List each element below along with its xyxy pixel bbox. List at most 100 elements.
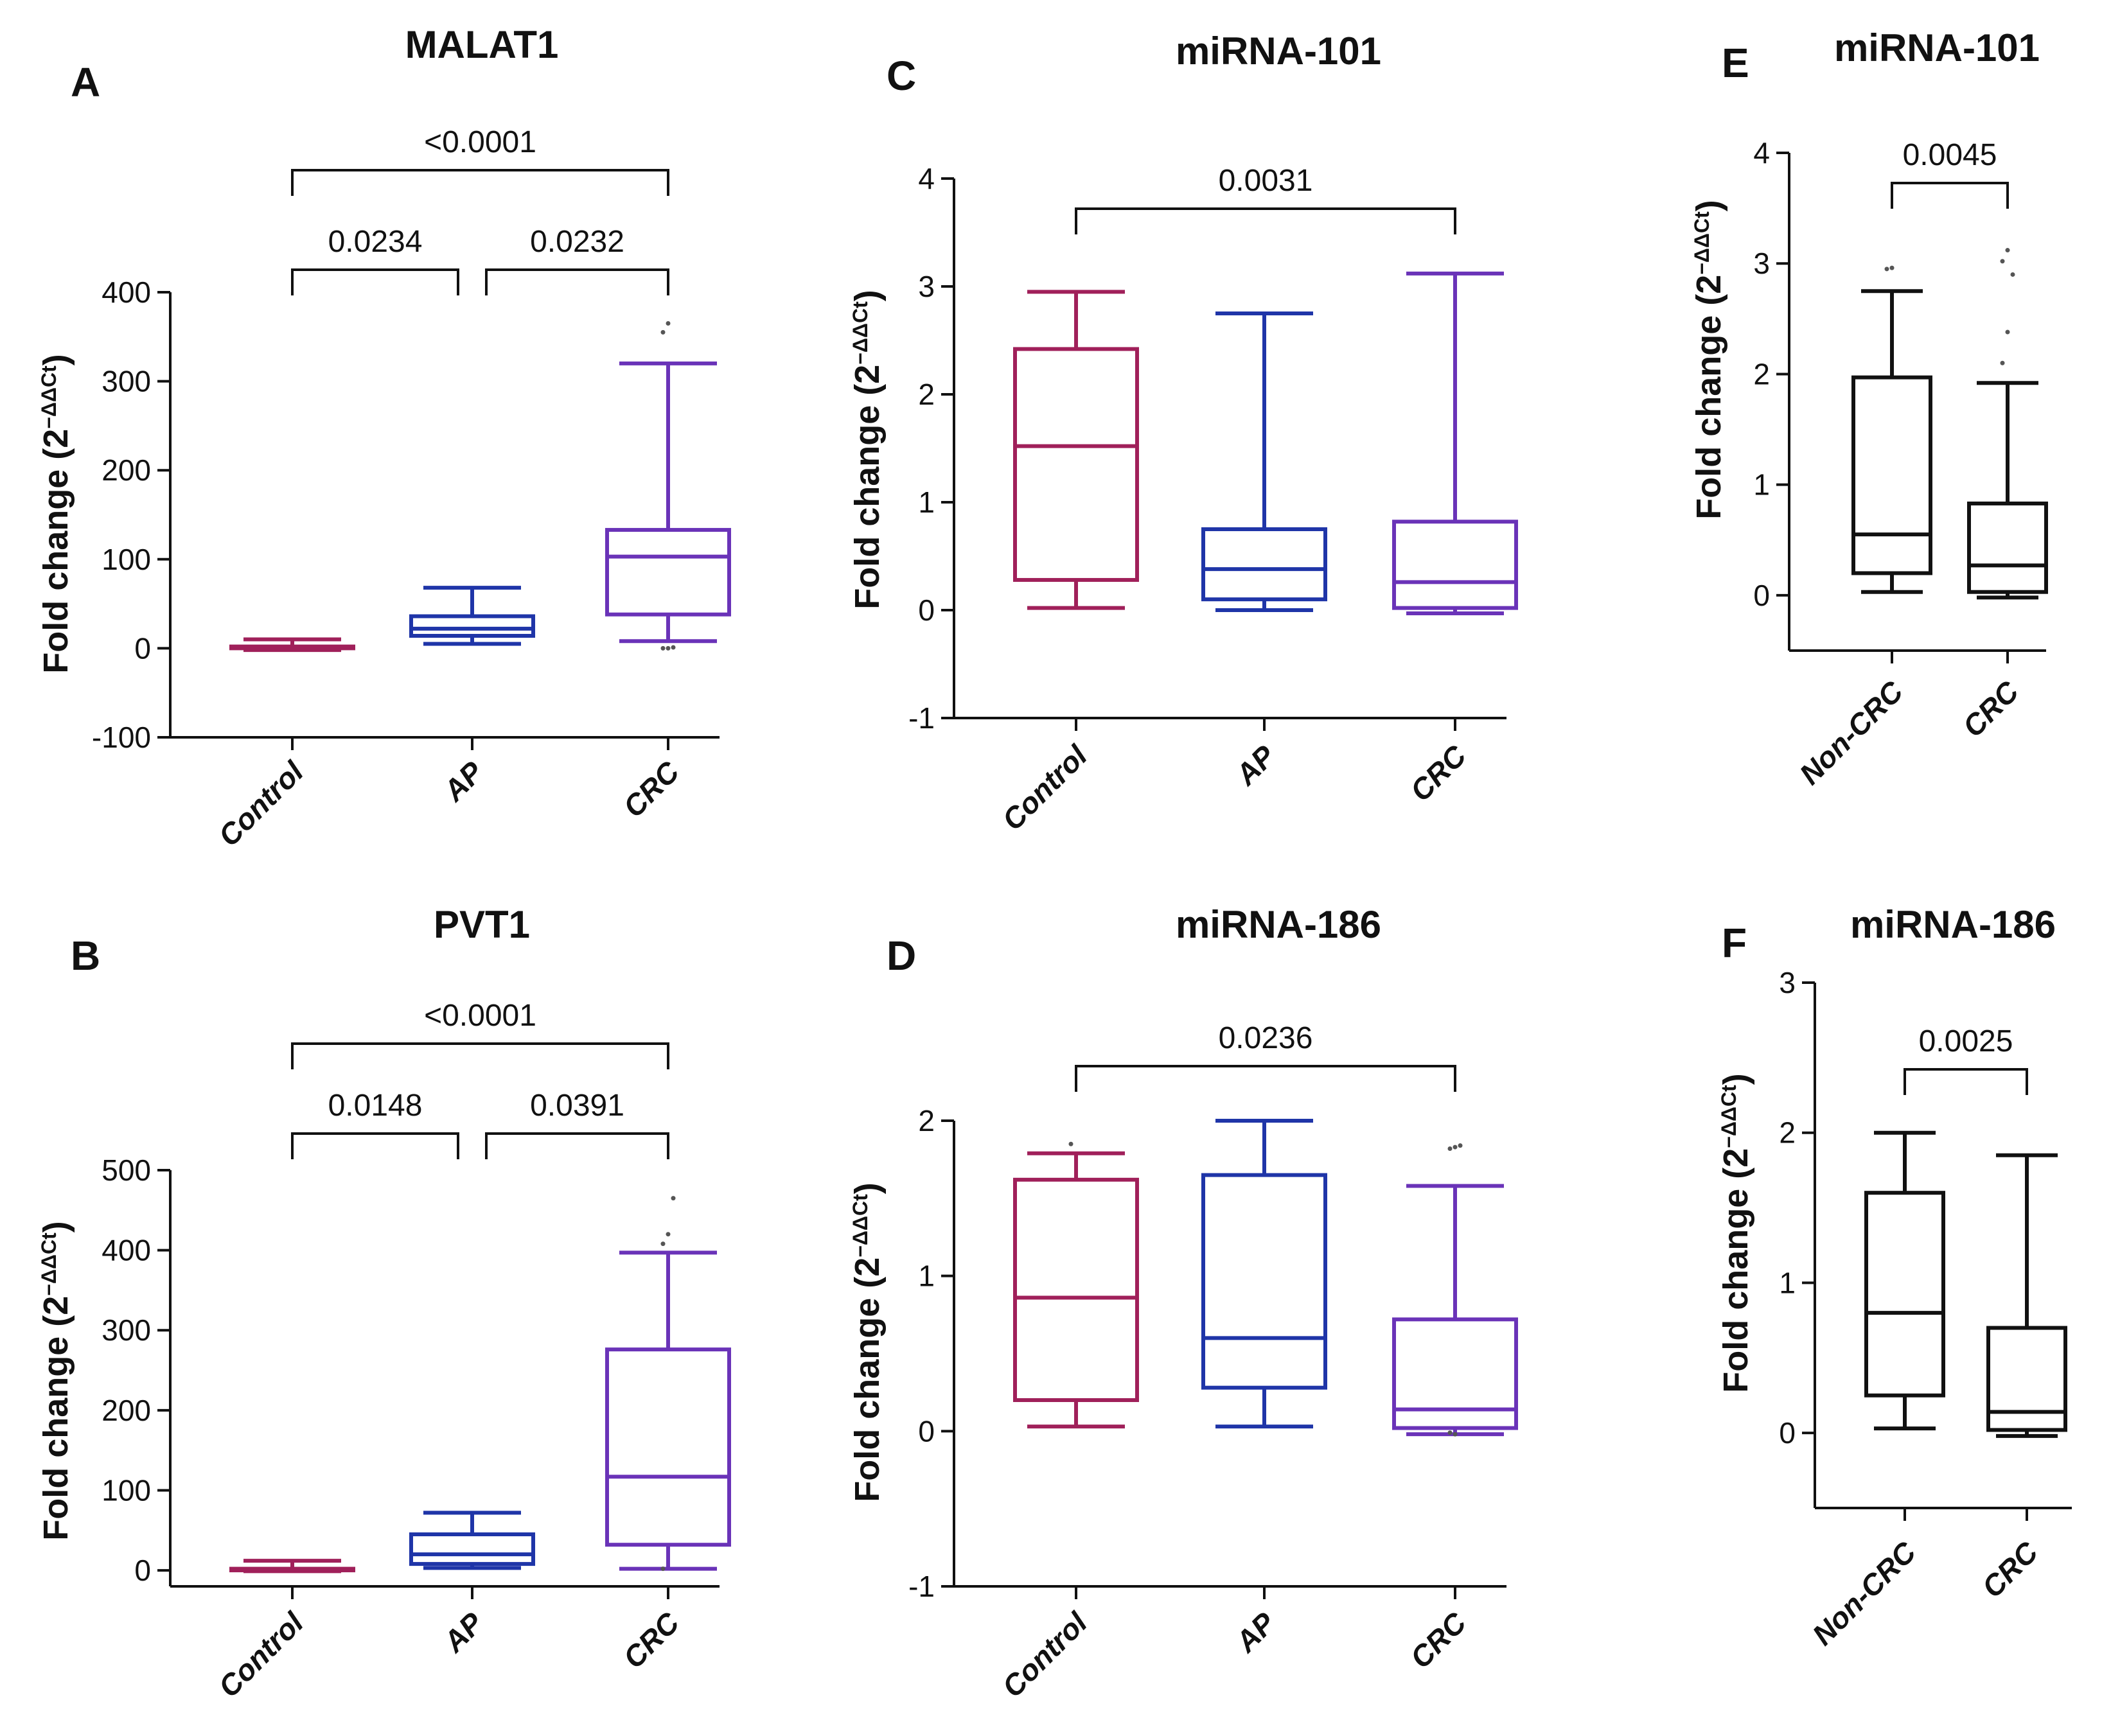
y-tick-label: 2 bbox=[1753, 357, 1770, 390]
panel-letter: B bbox=[71, 933, 100, 979]
y-axis-title-superscript: −ΔΔCt bbox=[849, 301, 872, 365]
box-group-ap bbox=[409, 1511, 535, 1570]
chart-title: PVT1 bbox=[434, 903, 530, 946]
outlier-point bbox=[660, 1566, 666, 1572]
y-tick-label: 3 bbox=[918, 270, 935, 303]
y-axis-title-main: Fold change (2 bbox=[848, 365, 887, 609]
outlier-point bbox=[671, 645, 676, 650]
y-tick-label: 300 bbox=[102, 365, 151, 398]
y-tick-label: 0 bbox=[134, 1554, 151, 1587]
outlier-point bbox=[2005, 248, 2010, 253]
outlier-point bbox=[660, 329, 666, 335]
box-iqr bbox=[1392, 520, 1518, 610]
box-group-control bbox=[1013, 290, 1139, 610]
y-axis-title: Fold change (2−ΔΔCt) bbox=[1690, 200, 1728, 519]
box-group-crc bbox=[1967, 248, 2048, 600]
box-iqr bbox=[1392, 1317, 1518, 1430]
p-value-label: 0.0234 bbox=[328, 225, 423, 259]
p-value-label: 0.0232 bbox=[530, 225, 624, 259]
y-axis-title: Fold change (2−ΔΔCt) bbox=[848, 290, 887, 609]
chart-title: miRNA-101 bbox=[1176, 30, 1381, 73]
y-tick-label: -1 bbox=[908, 701, 935, 735]
panel-letter: C bbox=[887, 53, 916, 99]
y-axis-title: Fold change (2−ΔΔCt) bbox=[37, 354, 75, 673]
significance-bracket bbox=[485, 1132, 669, 1159]
p-value-label: 0.0045 bbox=[1903, 138, 1997, 172]
outlier-point bbox=[1458, 1143, 1463, 1148]
y-tick-label: 300 bbox=[102, 1313, 151, 1347]
y-tick-label: 0 bbox=[1753, 579, 1770, 612]
box-iqr bbox=[605, 1347, 731, 1547]
y-axis-title-superscript: −ΔΔCt bbox=[37, 365, 60, 429]
y-tick-label: 1 bbox=[1753, 468, 1770, 502]
box-iqr bbox=[409, 614, 535, 638]
outlier-point bbox=[1068, 1141, 1073, 1146]
y-axis-title-close: ) bbox=[37, 1221, 75, 1232]
y-axis-title-superscript: −ΔΔCt bbox=[1717, 1085, 1740, 1148]
box-iqr bbox=[1201, 1173, 1327, 1390]
outlier-point bbox=[660, 1241, 666, 1247]
significance-bracket bbox=[1075, 207, 1456, 234]
y-axis-title-main: Fold change (2 bbox=[1717, 1148, 1755, 1393]
p-value-label: 0.0025 bbox=[1919, 1024, 2013, 1058]
outlier-point bbox=[666, 1232, 671, 1237]
box-group-control bbox=[1013, 1141, 1139, 1429]
y-axis-title-main: Fold change (2 bbox=[848, 1258, 887, 1502]
chart-title: MALAT1 bbox=[405, 23, 559, 66]
y-tick-label: 400 bbox=[102, 276, 151, 309]
box-iqr bbox=[1013, 347, 1139, 582]
outlier-point bbox=[1453, 1432, 1458, 1437]
outlier-point bbox=[2000, 259, 2005, 264]
y-tick-label: 500 bbox=[102, 1153, 151, 1187]
y-tick-label: 1 bbox=[918, 1259, 935, 1293]
outlier-point bbox=[666, 321, 671, 326]
box-group-non-crc bbox=[1851, 265, 1932, 594]
box-iqr bbox=[1986, 1326, 2067, 1432]
outlier-point bbox=[1884, 267, 1889, 272]
box-iqr bbox=[409, 1532, 535, 1566]
y-axis-title: Fold change (2−ΔΔCt) bbox=[37, 1221, 75, 1540]
box-iqr bbox=[1201, 527, 1327, 602]
y-tick-label: 400 bbox=[102, 1234, 151, 1267]
y-tick-label: 2 bbox=[918, 378, 935, 411]
box-group-non-crc bbox=[1864, 1130, 1945, 1431]
y-tick-label: 0 bbox=[918, 593, 935, 627]
chart-title: miRNA-186 bbox=[1176, 903, 1381, 946]
box-iqr bbox=[1013, 1177, 1139, 1403]
y-tick-label: 3 bbox=[1753, 247, 1770, 280]
y-axis-title-close: ) bbox=[848, 290, 887, 301]
significance-bracket bbox=[1904, 1068, 2028, 1095]
outlier-point bbox=[1447, 1430, 1453, 1435]
panel-letter: F bbox=[1722, 920, 1747, 966]
panel-letter: E bbox=[1722, 40, 1749, 86]
y-tick-label: 100 bbox=[102, 1473, 151, 1507]
y-tick-label: 200 bbox=[102, 453, 151, 487]
y-tick-label: -1 bbox=[908, 1570, 935, 1603]
box-iqr bbox=[605, 528, 731, 617]
y-tick-label: 3 bbox=[1779, 966, 1796, 999]
y-axis-title-close: ) bbox=[1690, 200, 1728, 211]
y-axis-title-main: Fold change (2 bbox=[1690, 275, 1728, 520]
y-axis-title-main: Fold change (2 bbox=[37, 429, 75, 674]
y-tick-label: -100 bbox=[92, 721, 151, 754]
y-axis-title-main: Fold change (2 bbox=[37, 1296, 75, 1541]
p-value-label: 0.0031 bbox=[1219, 164, 1313, 198]
p-value-label: <0.0001 bbox=[424, 125, 536, 159]
y-tick-label: 0 bbox=[918, 1414, 935, 1448]
y-axis-title-close: ) bbox=[1717, 1073, 1755, 1085]
y-tick-label: 2 bbox=[918, 1104, 935, 1137]
significance-bracket bbox=[291, 169, 669, 196]
y-axis-title: Fold change (2−ΔΔCt) bbox=[1717, 1073, 1755, 1392]
y-tick-label: 200 bbox=[102, 1394, 151, 1427]
p-value-label: 0.0148 bbox=[328, 1089, 423, 1123]
y-tick-label: 1 bbox=[1779, 1266, 1796, 1299]
y-tick-label: 4 bbox=[918, 162, 935, 195]
significance-bracket bbox=[1891, 182, 2009, 209]
y-axis-title-close: ) bbox=[848, 1182, 887, 1194]
box-group-ap bbox=[1201, 311, 1327, 612]
y-tick-label: 100 bbox=[102, 543, 151, 576]
outlier-point bbox=[660, 645, 666, 651]
box-group-crc bbox=[1986, 1153, 2067, 1438]
